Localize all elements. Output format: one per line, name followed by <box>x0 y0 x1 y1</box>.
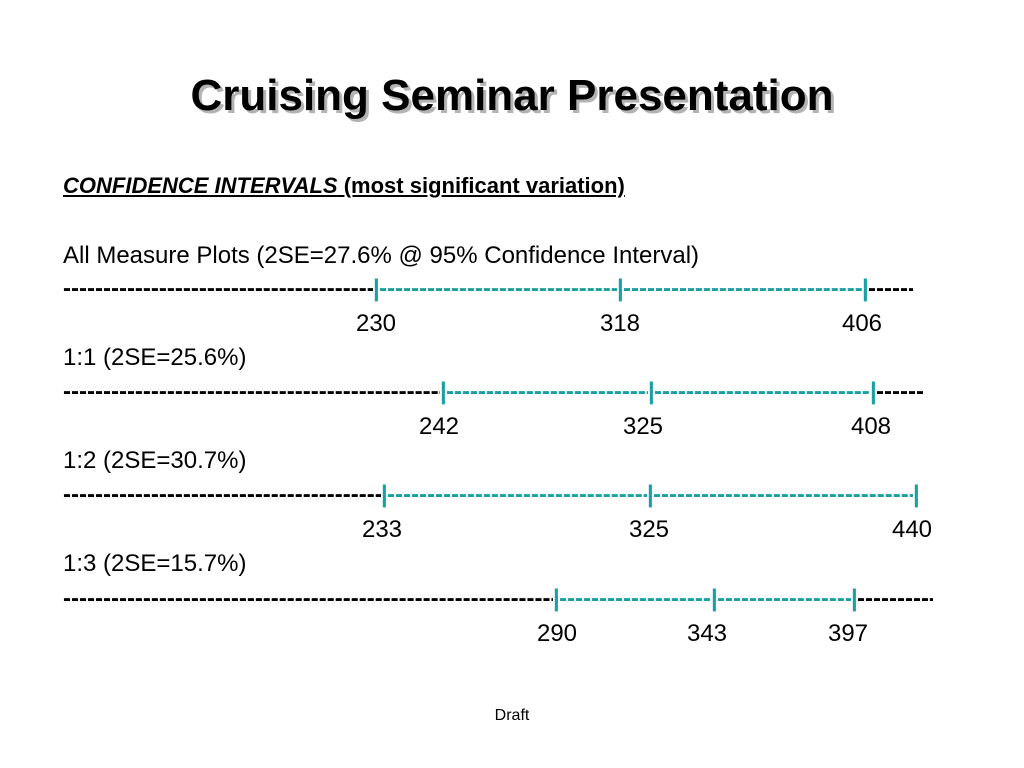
interval-trail-dashes: ---------------------------------------- <box>876 378 923 405</box>
interval-lower-value: 290 <box>536 620 578 647</box>
interval-dashes-upper: ----------------------------------------… <box>653 481 913 508</box>
interval-mid-value: 343 <box>686 620 728 647</box>
interval-bar-mid: | <box>648 378 654 405</box>
interval-bar-lower: | <box>381 481 387 508</box>
interval-mid-value: 325 <box>622 413 664 440</box>
interval-bar-lower: | <box>373 275 379 302</box>
interval-mid-value: 318 <box>599 310 641 337</box>
interval-bar-lower: | <box>440 378 446 405</box>
interval-bar-upper: | <box>913 481 919 508</box>
interval-upper-value: 397 <box>827 620 869 647</box>
interval-line-1-3: ----------------------------------------… <box>63 585 938 613</box>
interval-line-1-2: ----------------------------------------… <box>63 481 933 509</box>
group-label-1-3: 1:3 (2SE=15.7%) <box>63 550 247 577</box>
interval-bar-upper: | <box>851 585 857 612</box>
interval-upper-value: 406 <box>841 310 883 337</box>
interval-lead-dashes: ----------------------------------------… <box>63 481 381 508</box>
slide-title: Cruising Seminar Presentation <box>190 71 834 120</box>
interval-bar-upper: | <box>870 378 876 405</box>
interval-lead-dashes: ----------------------------------------… <box>63 275 373 302</box>
interval-line-1-1: ----------------------------------------… <box>63 378 933 406</box>
interval-dashes-upper: ----------------------------------------… <box>717 585 851 612</box>
interval-lower-value: 233 <box>361 516 403 543</box>
interval-dashes-lower: ----------------------------------------… <box>379 275 617 302</box>
interval-bar-upper: | <box>862 275 868 302</box>
interval-bar-mid: | <box>647 481 653 508</box>
interval-dashes-upper: ----------------------------------------… <box>623 275 862 302</box>
interval-lower-value: 242 <box>418 413 460 440</box>
section-heading-italic: CONFIDENCE INTERVALS <box>63 173 338 198</box>
interval-bar-mid: | <box>617 275 623 302</box>
section-heading: CONFIDENCE INTERVALS (most significant v… <box>63 172 625 200</box>
interval-dashes-upper: ----------------------------------------… <box>654 378 870 405</box>
interval-upper-value: 440 <box>891 516 933 543</box>
group-label-all: All Measure Plots (2SE=27.6% @ 95% Confi… <box>63 242 700 269</box>
interval-lead-dashes: ----------------------------------------… <box>63 378 440 405</box>
interval-lower-value: 230 <box>355 310 397 337</box>
interval-upper-value: 408 <box>850 413 892 440</box>
group-label-1-1: 1:1 (2SE=25.6%) <box>63 344 247 371</box>
interval-dashes-lower: ----------------------------------------… <box>559 585 711 612</box>
interval-dashes-lower: ----------------------------------------… <box>387 481 647 508</box>
footer-draft: Draft <box>494 707 530 724</box>
interval-line-all: ----------------------------------------… <box>63 275 923 303</box>
interval-lead-dashes: ----------------------------------------… <box>63 585 553 612</box>
interval-mid-value: 325 <box>628 516 670 543</box>
interval-bar-mid: | <box>711 585 717 612</box>
interval-bar-lower: | <box>553 585 559 612</box>
interval-trail-dashes: ---------------------------------------- <box>868 275 913 302</box>
section-heading-rest: (most significant variation) <box>337 173 625 198</box>
interval-trail-dashes: ---------------------------------------- <box>857 585 933 612</box>
group-label-1-2: 1:2 (2SE=30.7%) <box>63 447 247 474</box>
interval-dashes-lower: ----------------------------------------… <box>446 378 648 405</box>
